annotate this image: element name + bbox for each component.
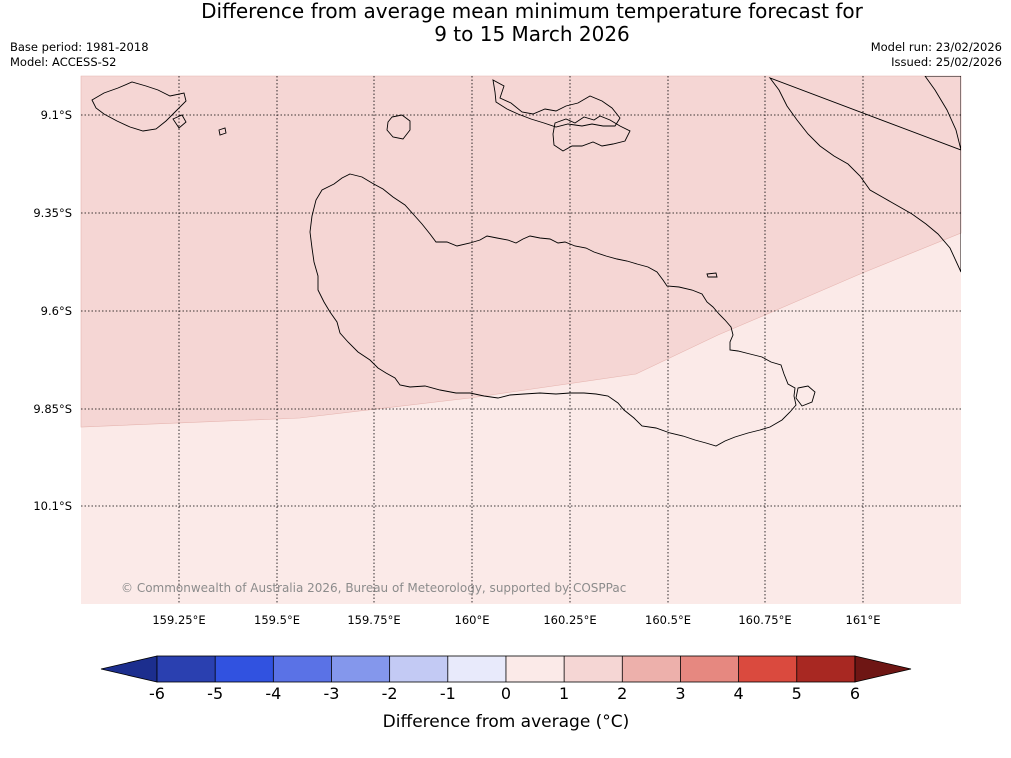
coastline-nggela [552, 115, 631, 152]
colorbar-segment [738, 656, 797, 682]
lon-label: 159.25°E [152, 613, 205, 627]
lon-label: 160.75°E [738, 613, 791, 627]
lat-label: 10.1°S [33, 499, 72, 513]
model-run: Model run: 23/02/2026 [870, 40, 1002, 54]
coastline-santa-isabel [492, 79, 621, 128]
colorbar-segment [680, 656, 739, 682]
colorbar-tick-label: 0 [501, 684, 511, 703]
colorbar-tick-label: 5 [792, 684, 802, 703]
colorbar-segment [215, 656, 274, 682]
coastline-small-islet [706, 272, 718, 278]
colorbar-segment [796, 656, 855, 682]
coastline-savo [386, 114, 411, 140]
coastline-russell-islet-2 [218, 127, 227, 136]
lon-label: 159.75°E [347, 613, 400, 627]
colorbar-segment [447, 656, 506, 682]
coastline-malaita [768, 76, 961, 273]
lon-axis-labels: 159.25°E 159.5°E 159.75°E 160°E 160.25°E… [152, 613, 880, 627]
title-line-1: Difference from average mean minimum tem… [201, 0, 863, 23]
lon-label: 160.25°E [543, 613, 596, 627]
colorbar-tick-label: -6 [149, 684, 165, 703]
colorbar-segment [331, 656, 390, 682]
lat-label: 9.85°S [33, 402, 72, 416]
colorbar-tick-label: -2 [382, 684, 398, 703]
gridlines [81, 76, 961, 604]
info-left: Base period: 1981-2018 Model: ACCESS-S2 [10, 40, 149, 70]
colorbar-extend-high [854, 655, 912, 683]
lon-label: 159.5°E [254, 613, 300, 627]
lat-label: 9.1°S [41, 108, 72, 122]
colorbar-label: Difference from average (°C) [383, 712, 630, 732]
colorbar-segment [389, 656, 448, 682]
colorbar-segment [622, 656, 681, 682]
copyright-text: © Commonwealth of Australia 2026, Bureau… [121, 581, 626, 595]
colorbar-tick-label: -1 [440, 684, 456, 703]
info-right: Model run: 23/02/2026 Issued: 25/02/2026 [871, 40, 1002, 70]
colorbar-tick-label: 3 [675, 684, 685, 703]
colorbar-extend-low [100, 655, 158, 683]
colorbar-ticks: -6 -5 -4 -3 -2 -1 0 1 2 3 4 5 6 [149, 684, 860, 703]
colorbar-segment [564, 656, 623, 682]
chart-title: Difference from average mean minimum tem… [0, 0, 1011, 46]
lat-label: 9.35°S [33, 206, 72, 220]
coastline-marau [795, 385, 816, 407]
colorbar-segment [157, 656, 216, 682]
colorbar-tick-label: 6 [850, 684, 860, 703]
colorbar-tick-label: -3 [324, 684, 340, 703]
colorbar-tick-label: -5 [207, 684, 223, 703]
map-panel: © Commonwealth of Australia 2026, Bureau… [80, 75, 962, 604]
title-line-2: 9 to 15 March 2026 [434, 22, 630, 46]
lat-axis-labels: 9.1°S 9.35°S 9.6°S 9.85°S 10.1°S [33, 108, 72, 513]
colorbar-segment [505, 656, 565, 682]
colorbar-tick-label: -4 [265, 684, 281, 703]
colorbar-tick-label: 1 [559, 684, 569, 703]
coastline-russell-islands [91, 81, 187, 132]
colorbar [100, 655, 912, 683]
lat-label: 9.6°S [41, 304, 72, 318]
lon-label: 160°E [455, 613, 490, 627]
colorbar-tick-label: 4 [734, 684, 744, 703]
lon-label: 160.5°E [645, 613, 691, 627]
base-period: Base period: 1981-2018 [10, 40, 149, 54]
model-name: Model: ACCESS-S2 [10, 55, 117, 69]
colorbar-tick-label: 2 [617, 684, 627, 703]
coastline-russell-islet [172, 114, 187, 129]
coastline-guadalcanal [309, 173, 797, 447]
coastlines [91, 76, 961, 447]
colorbar-segment [273, 656, 332, 682]
lon-label: 161°E [846, 613, 881, 627]
issued-date: Issued: 25/02/2026 [891, 55, 1002, 69]
